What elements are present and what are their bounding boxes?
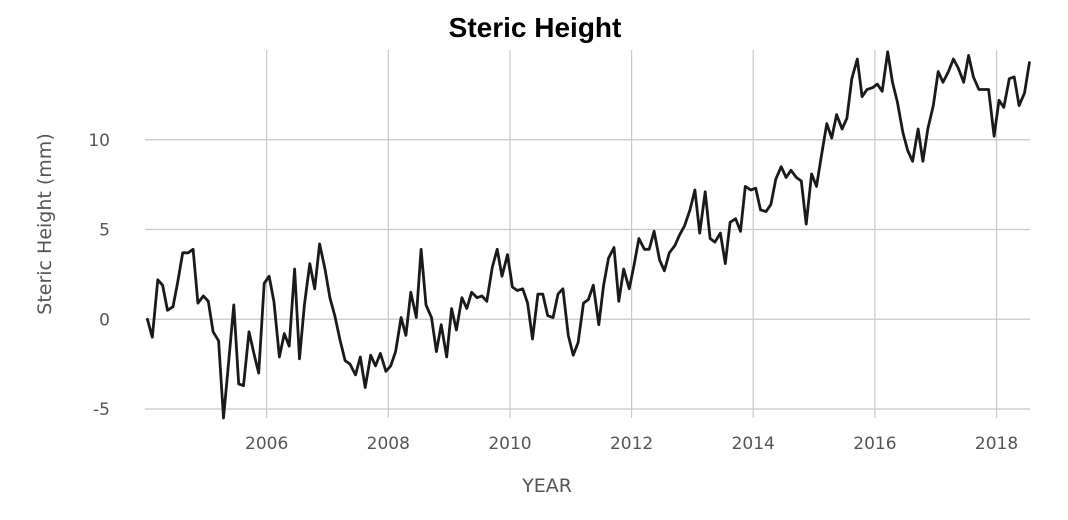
grid [145,50,1030,418]
y-tick-label-0: 0 [99,310,110,330]
series-line-0 [145,50,1031,420]
x-tick-label-2016: 2016 [853,434,896,454]
y-tick-label-5: 5 [99,221,110,241]
x-axis-label: YEAR [521,475,572,497]
x-tick-label-2018: 2018 [975,434,1018,454]
series-layer [145,50,1031,420]
x-tick-label-2006: 2006 [245,434,288,454]
chart-title: Steric Height [449,12,622,43]
tick-labels: 2006 2008 2010 2012 2014 2016 2018 -5 0 5 10 [88,131,1018,454]
x-tick-label-2012: 2012 [610,434,653,454]
x-tick-label-2014: 2014 [732,434,775,454]
x-tick-label-2008: 2008 [367,434,410,454]
x-tick-label-2010: 2010 [488,434,531,454]
y-axis-label: Steric Height (mm) [34,133,56,314]
y-tick-label--5: -5 [93,400,110,420]
y-tick-label-10: 10 [88,131,110,151]
